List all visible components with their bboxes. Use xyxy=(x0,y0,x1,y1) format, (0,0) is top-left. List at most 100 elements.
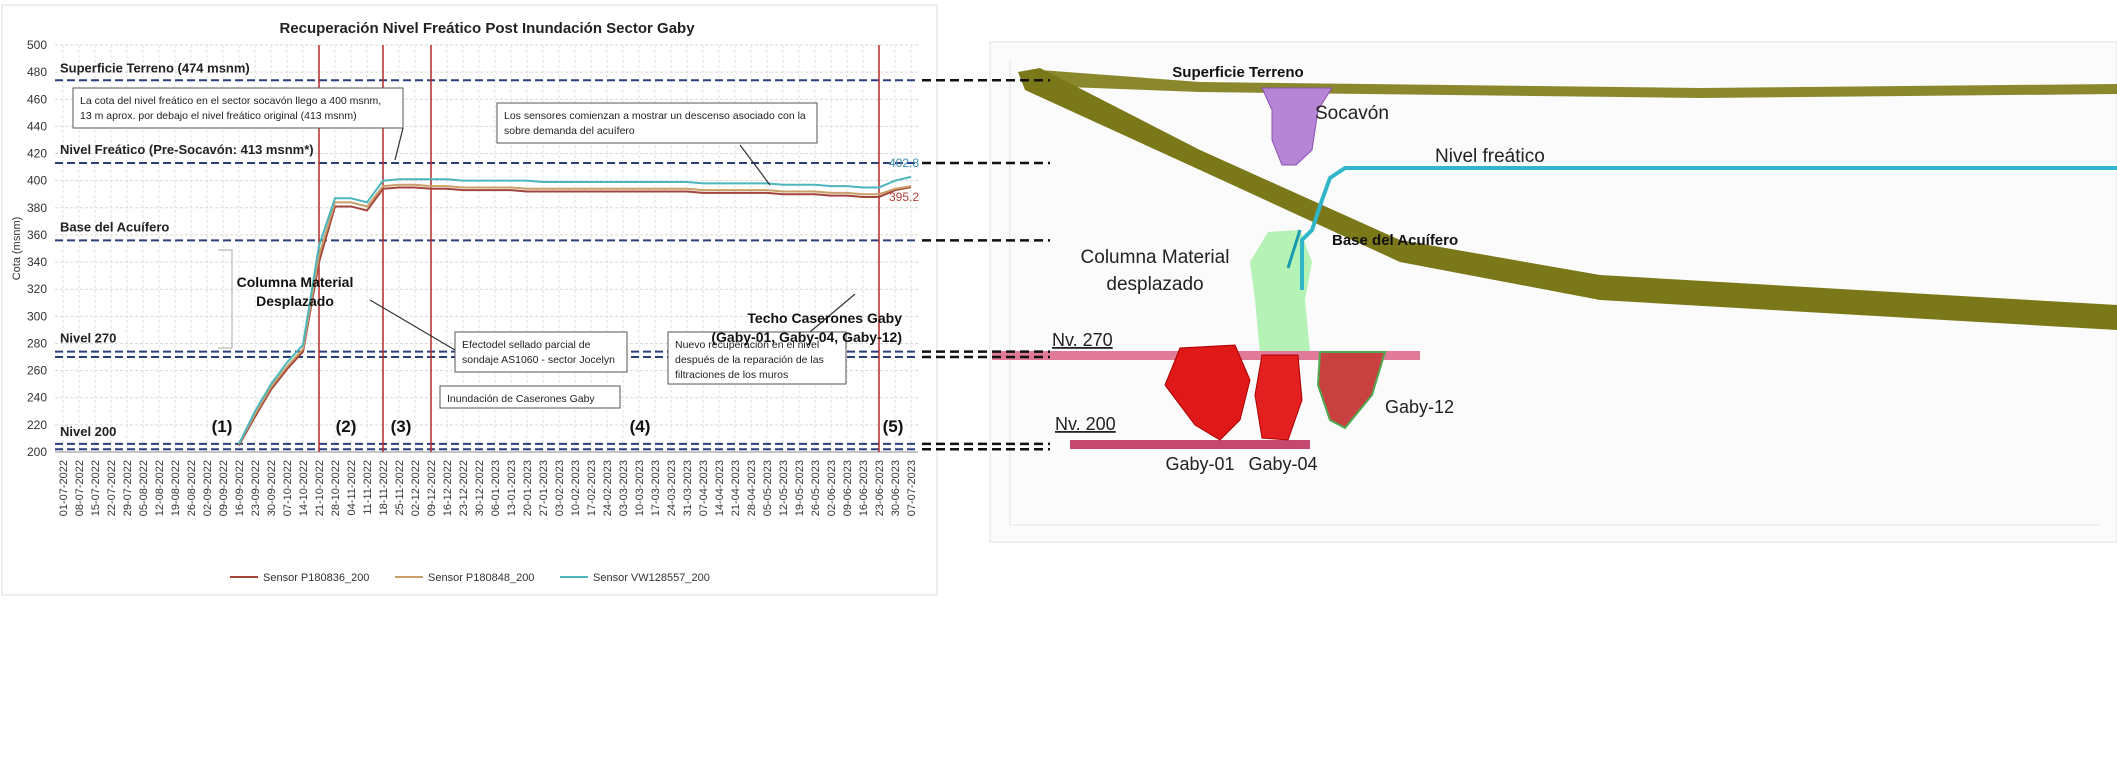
x-tick-label: 06-01-2023 xyxy=(490,460,502,516)
annotation-text: Los sensores comienzan a mostrar un desc… xyxy=(504,110,806,122)
y-tick-label: 400 xyxy=(27,174,47,188)
x-tick-label: 17-02-2023 xyxy=(586,460,598,516)
annotation-text: sondaje AS1060 - sector Jocelyn xyxy=(462,354,615,366)
label: Columna Material xyxy=(1081,247,1230,268)
water-table-line xyxy=(1300,166,2117,290)
x-tick-label: 02-06-2023 xyxy=(826,460,838,516)
x-tick-label: 10-02-2023 xyxy=(570,460,582,516)
y-tick-label: 240 xyxy=(27,391,47,405)
data-label: 402.8 xyxy=(889,156,919,170)
x-tick-label: 15-07-2022 xyxy=(90,460,102,516)
x-tick-label: 13-01-2023 xyxy=(506,460,518,516)
reference-label: Superficie Terreno (474 msnm) xyxy=(60,60,250,75)
y-tick-label: 460 xyxy=(27,92,47,106)
x-tick-label: 23-12-2022 xyxy=(458,460,470,516)
x-tick-label: 27-01-2023 xyxy=(538,460,550,516)
x-tick-label: 14-04-2023 xyxy=(714,460,726,516)
annotation-heading: Techo Caserones Gaby xyxy=(747,310,902,326)
phase-label: (1) xyxy=(212,417,233,436)
label: Nv. 200 xyxy=(1055,414,1116,434)
annotation-box xyxy=(496,102,818,144)
annotation-text: 13 m aprox. por debajo el nivel freático… xyxy=(80,110,357,122)
annotation-box xyxy=(72,87,404,129)
label: Base del Acuífero xyxy=(1332,232,1458,249)
annotation-heading: (Gaby-01, Gaby-04, Gaby-12) xyxy=(711,329,902,345)
annotation-box xyxy=(667,331,847,385)
annotation-arrow xyxy=(369,299,456,351)
y-tick-label: 320 xyxy=(27,282,47,296)
annotation-arrow xyxy=(394,127,404,161)
annotation-box xyxy=(439,385,621,409)
sinkhole-shape xyxy=(1261,87,1333,166)
level-200-gallery xyxy=(1070,440,1310,449)
y-tick-label: 360 xyxy=(27,228,47,242)
annotation-text: filtraciones de los muros xyxy=(675,369,788,381)
y-tick-label: 380 xyxy=(27,201,47,215)
reference-label: Nivel 270 xyxy=(60,331,116,346)
displaced-column xyxy=(1250,230,1312,354)
label: Nv. 270 xyxy=(1052,330,1113,350)
chart-title: Recuperación Nivel Freático Post Inundac… xyxy=(279,20,695,37)
reference-label: Nivel Freático (Pre-Socavón: 413 msnm*) xyxy=(60,142,314,157)
y-tick-label: 260 xyxy=(27,364,47,378)
x-tick-label: 30-09-2022 xyxy=(266,460,278,516)
x-tick-label: 28-10-2022 xyxy=(330,460,342,516)
fault-sheet xyxy=(1018,68,2117,330)
annotation-text: La cota del nivel freático en el sector … xyxy=(80,95,381,107)
x-tick-label: 26-05-2023 xyxy=(810,460,822,516)
x-tick-label: 07-04-2023 xyxy=(698,460,710,516)
cross-section: Superficie Terreno Socavón Nivel freátic… xyxy=(989,41,2117,543)
x-tick-label: 12-05-2023 xyxy=(778,460,790,516)
x-tick-label: 30-06-2023 xyxy=(890,460,902,516)
x-tick-label: 16-12-2022 xyxy=(442,460,454,516)
y-tick-label: 200 xyxy=(27,445,47,459)
x-tick-label: 18-11-2022 xyxy=(378,460,390,515)
x-tick-label: 16-06-2023 xyxy=(858,460,870,516)
annotation-arrow xyxy=(809,293,856,333)
x-tick-label: 21-10-2022 xyxy=(314,460,326,516)
x-tick-label: 14-10-2022 xyxy=(298,460,310,516)
annotation-box xyxy=(454,331,628,373)
chart: Recuperación Nivel Freático Post Inundac… xyxy=(1,4,1050,596)
x-tick-label: 01-07-2022 xyxy=(58,460,70,516)
x-tick-label: 12-08-2022 xyxy=(154,460,166,516)
x-tick-label: 17-03-2023 xyxy=(650,460,662,516)
annotation-text: sobre demanda del acuífero xyxy=(504,125,635,137)
label: desplazado xyxy=(1106,274,1203,295)
gaby-12-stope xyxy=(1316,351,1387,430)
x-tick-label: 26-08-2022 xyxy=(186,460,198,516)
chart-frame xyxy=(1,4,938,596)
annotation-text: Inundación de Caserones Gaby xyxy=(447,393,595,405)
x-tick-label: 03-02-2023 xyxy=(554,460,566,516)
annotation-heading: Columna Material xyxy=(237,274,354,290)
x-tick-label: 11-11-2022 xyxy=(362,460,374,515)
reference-label: Base del Acuífero xyxy=(60,219,169,234)
bracket xyxy=(218,249,233,349)
series-line xyxy=(238,186,912,446)
legend-label: Sensor P180836_200 xyxy=(263,572,369,584)
series-line xyxy=(238,175,912,445)
annotation-text: después de la reparación de las xyxy=(675,354,824,366)
label: Gaby-01 xyxy=(1165,454,1234,474)
x-tick-label: 02-12-2022 xyxy=(410,460,422,516)
x-tick-label: 16-09-2022 xyxy=(234,460,246,516)
x-tick-label: 08-07-2022 xyxy=(74,460,86,516)
x-tick-label: 21-04-2023 xyxy=(730,460,742,516)
label: Gaby-12 xyxy=(1385,397,1454,417)
phase-label: (3) xyxy=(391,417,412,436)
series-line xyxy=(238,183,912,445)
phase-label: (2) xyxy=(336,417,357,436)
y-tick-label: 420 xyxy=(27,147,47,161)
x-tick-label: 09-12-2022 xyxy=(426,460,438,516)
y-tick-label: 300 xyxy=(27,309,47,323)
annotation-arrow xyxy=(739,144,771,186)
x-tick-label: 03-03-2023 xyxy=(618,460,630,516)
y-tick-label: 280 xyxy=(27,336,47,350)
y-axis-label: Cota (msnm) xyxy=(11,217,23,281)
x-tick-label: 10-03-2023 xyxy=(634,460,646,516)
x-tick-label: 31-03-2023 xyxy=(682,460,694,516)
x-tick-label: 20-01-2023 xyxy=(522,460,534,516)
reference-label: Nivel 200 xyxy=(60,424,116,439)
water-arrow xyxy=(1286,229,1302,269)
